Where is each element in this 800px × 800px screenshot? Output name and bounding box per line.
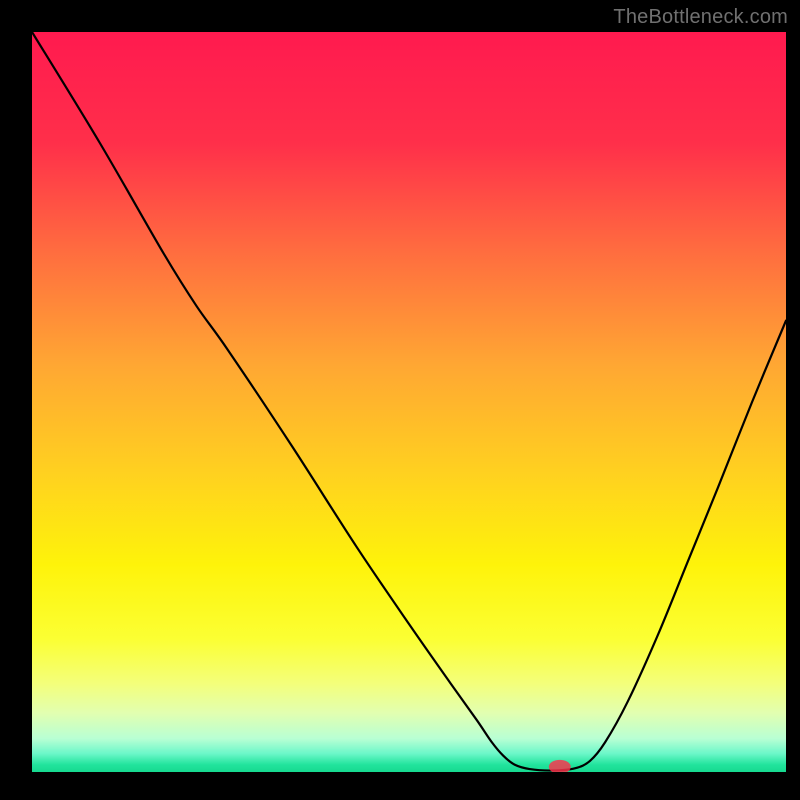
chart-frame: TheBottleneck.com bbox=[0, 0, 800, 800]
watermark-text: TheBottleneck.com bbox=[613, 6, 788, 29]
bottleneck-curve-chart bbox=[32, 32, 786, 772]
plot-area bbox=[32, 32, 786, 772]
gradient-background bbox=[32, 32, 786, 772]
